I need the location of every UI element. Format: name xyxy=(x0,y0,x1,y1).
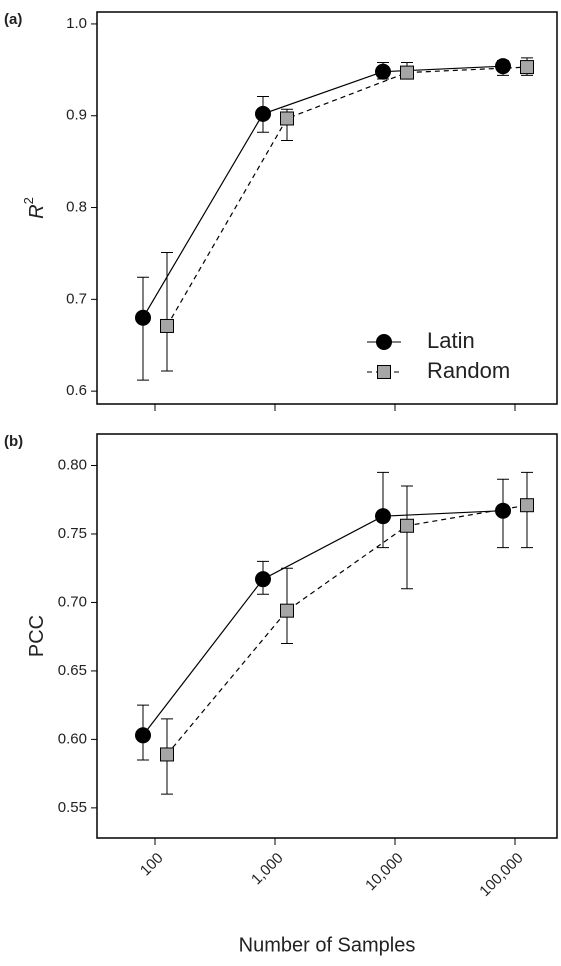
y-axis-label-sup: 2 xyxy=(21,197,36,204)
y-tick-label: 0.55 xyxy=(58,799,87,816)
y-tick-label: 0.9 xyxy=(66,107,87,124)
point xyxy=(375,508,391,525)
point xyxy=(400,65,414,80)
point xyxy=(520,498,534,513)
panel-label: (b) xyxy=(4,433,23,450)
x-tick-label: 100,000 xyxy=(476,850,526,900)
panel-label: (a) xyxy=(4,11,22,28)
point xyxy=(255,105,271,122)
x-tick-label: 100 xyxy=(137,850,167,880)
error-bar xyxy=(161,252,173,372)
point xyxy=(375,63,391,80)
point xyxy=(280,603,294,618)
x-axis-label: Number of Samples xyxy=(239,934,416,956)
y-tick-label: 0.75 xyxy=(58,525,87,542)
y-axis-label: PCC xyxy=(26,615,48,657)
error-bar xyxy=(137,276,149,381)
legend-marker xyxy=(376,334,392,350)
point xyxy=(160,747,174,762)
legend-marker xyxy=(377,365,391,379)
y-axis-label-main: PCC xyxy=(26,615,48,657)
point xyxy=(280,111,294,126)
legend-label: Latin xyxy=(427,328,475,353)
legend-label: Random xyxy=(427,358,510,383)
y-tick-label: 0.65 xyxy=(58,662,87,679)
point xyxy=(135,309,151,326)
point xyxy=(255,571,271,588)
series-line xyxy=(142,510,504,736)
point xyxy=(520,60,534,75)
y-tick-label: 0.7 xyxy=(66,290,87,307)
point xyxy=(495,58,511,75)
y-axis-label-main: R xyxy=(26,204,48,218)
point xyxy=(160,318,174,333)
error-bar xyxy=(401,485,413,590)
plot-frame xyxy=(96,11,558,405)
point xyxy=(135,727,151,744)
x-tick-label: 10,000 xyxy=(362,850,406,894)
x-tick-label: 1,000 xyxy=(248,850,287,889)
y-axis-label: R2 xyxy=(21,197,48,219)
y-tick-label: 0.70 xyxy=(58,593,87,610)
series-line xyxy=(166,504,528,755)
series-line xyxy=(166,66,528,327)
y-tick-label: 0.60 xyxy=(58,730,87,747)
plot-frame xyxy=(96,433,558,839)
y-tick-label: 0.6 xyxy=(66,382,87,399)
y-tick-label: 0.80 xyxy=(58,456,87,473)
point xyxy=(400,518,414,533)
series-line xyxy=(142,65,504,319)
y-tick-label: 1.0 xyxy=(66,15,87,32)
y-tick-label: 0.8 xyxy=(66,199,87,216)
